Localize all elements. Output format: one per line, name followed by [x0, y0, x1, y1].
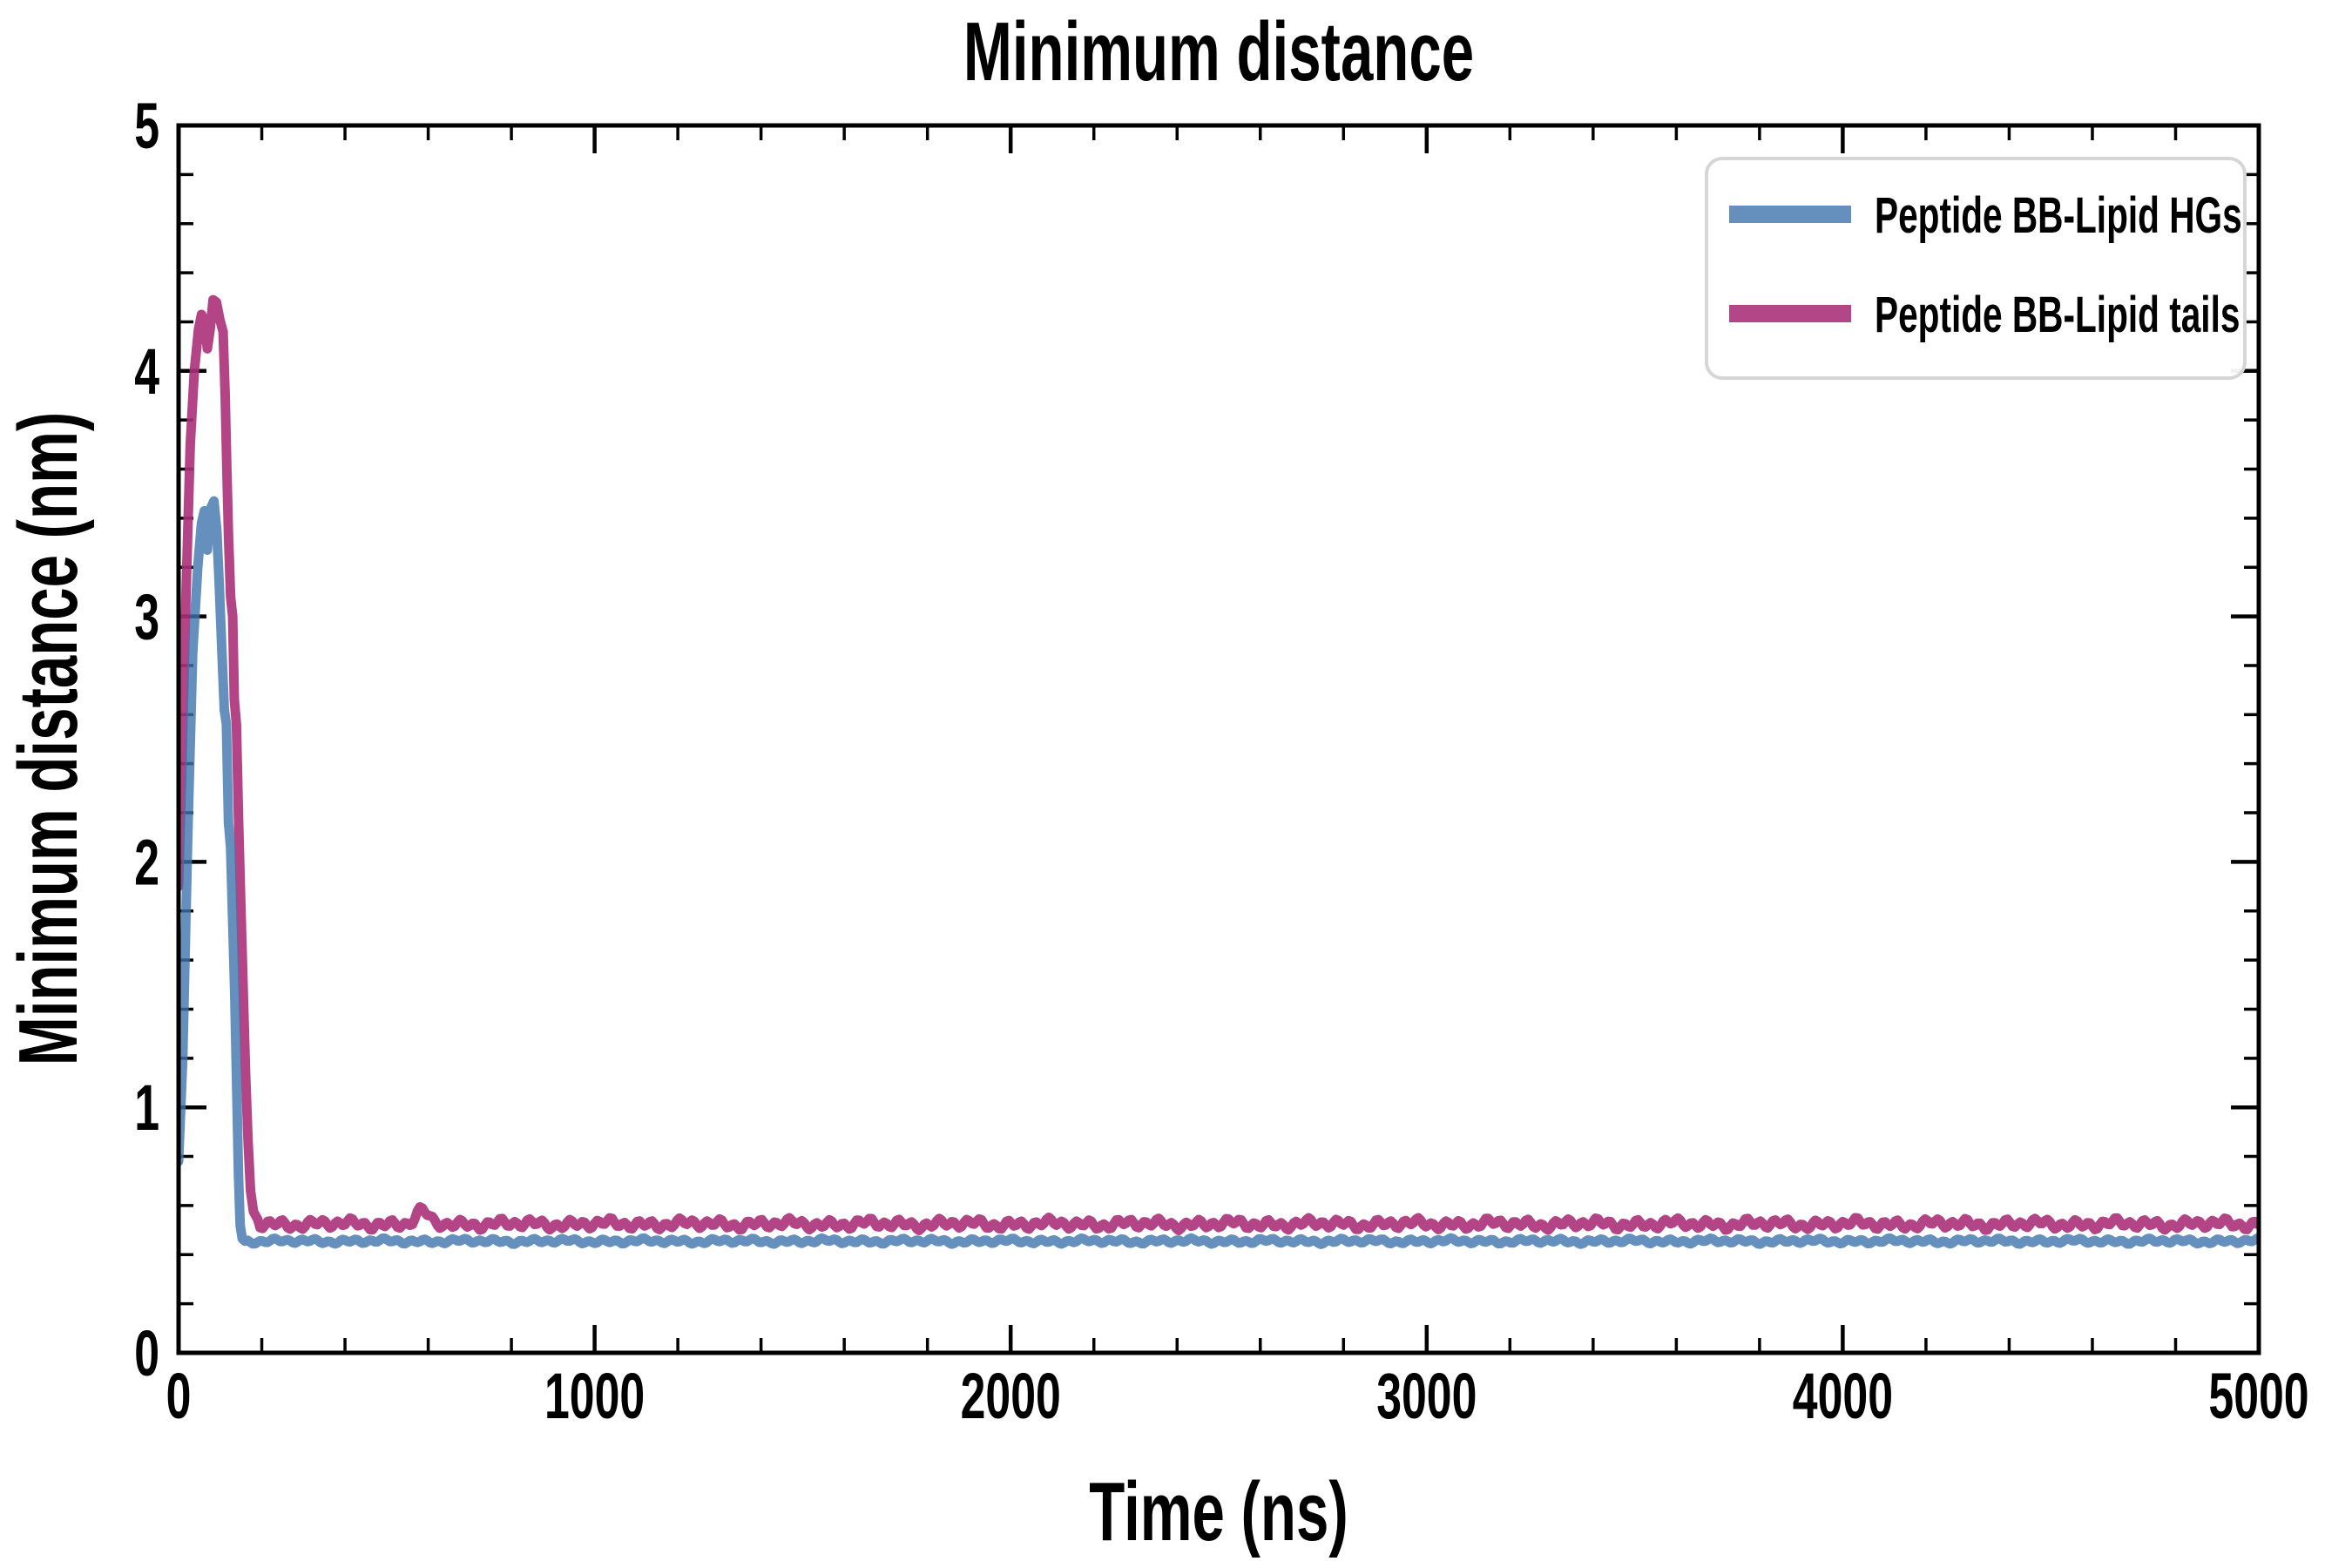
chart-title: Minimum distance — [963, 4, 1474, 98]
series-line-peptide-bb-lipid-tails — [179, 294, 2259, 1235]
series-lines — [179, 294, 2259, 1249]
x-tick-label: 0 — [166, 1360, 192, 1432]
legend-entry-peptide-bb-lipid-hgs: Peptide BB-Lipid HGs — [1729, 187, 2242, 244]
y-axis-label: Minimum distance (nm) — [1, 412, 95, 1065]
legend-swatch-blue — [1729, 206, 1851, 223]
y-tick-label: 3 — [134, 580, 159, 652]
legend: Peptide BB-Lipid HGs Peptide BB-Lipid ta… — [1705, 157, 2247, 380]
legend-label-peptide-bb-lipid-hgs: Peptide BB-Lipid HGs — [1875, 187, 2242, 244]
x-tick-label: 3000 — [1376, 1360, 1477, 1432]
x-tick-label: 4000 — [1793, 1360, 1893, 1432]
legend-entry-peptide-bb-lipid-tails: Peptide BB-Lipid tails — [1729, 287, 2240, 343]
x-tick-label: 1000 — [544, 1360, 645, 1432]
y-tick-label: 2 — [134, 826, 159, 898]
tick-labels: 0 1000 2000 3000 4000 5000 0 1 2 3 4 5 — [134, 90, 2308, 1432]
x-axis-label: Time (ns) — [1089, 1464, 1348, 1558]
x-tick-label: 2000 — [961, 1360, 1061, 1432]
y-tick-label: 1 — [134, 1071, 159, 1144]
y-tick-label: 4 — [134, 335, 159, 408]
legend-label-peptide-bb-lipid-tails: Peptide BB-Lipid tails — [1875, 287, 2240, 343]
x-tick-label: 5000 — [2208, 1360, 2308, 1432]
axes-spines — [176, 123, 2261, 1355]
y-tick-label: 5 — [134, 90, 159, 162]
y-tick-label: 0 — [134, 1317, 159, 1389]
series-line-peptide-bb-lipid-hgs — [179, 496, 2259, 1249]
legend-swatch-magenta — [1729, 305, 1851, 322]
